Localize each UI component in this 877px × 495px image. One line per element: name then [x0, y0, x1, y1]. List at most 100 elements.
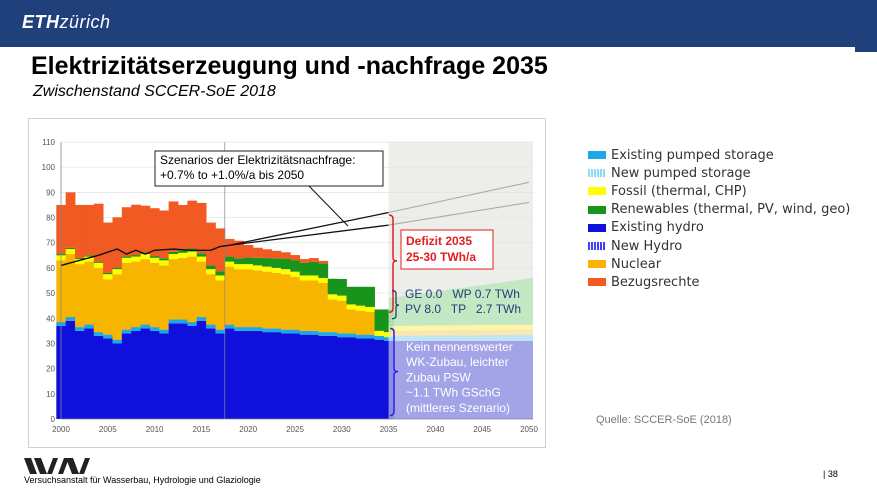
bar-segment-fossil-thermal-chp- — [131, 256, 141, 262]
bar-segment-existing-pumped-storage — [318, 332, 329, 336]
bar-segment-existing-hydro — [187, 325, 198, 419]
bar-segment-existing-pumped-storage — [374, 335, 385, 340]
bar-segment-renewables-thermal-pv-wind-geo- — [206, 265, 216, 270]
chart-areas — [56, 192, 394, 419]
bar-segment-renewables-thermal-pv-wind-geo- — [327, 278, 338, 295]
scenario-box-text: Szenarios der Elektrizitätsnachfrage: — [160, 153, 355, 167]
bar-segment-existing-hydro — [309, 334, 319, 419]
bar-segment-existing-hydro — [280, 333, 291, 419]
bar-segment-nuclear — [243, 269, 254, 328]
bar-segment-renewables-thermal-pv-wind-geo- — [224, 256, 235, 262]
legend-swatch — [588, 205, 606, 214]
legend-swatch — [588, 278, 606, 287]
bar-segment-fossil-thermal-chp- — [103, 274, 113, 280]
bar-segment-existing-pumped-storage — [112, 339, 123, 344]
bar-segment-renewables-thermal-pv-wind-geo- — [290, 260, 301, 272]
bar-segment-bezugsrechte — [65, 192, 76, 248]
bar-segment-bezugsrechte — [215, 228, 226, 272]
x-tick-label: 2010 — [146, 425, 164, 434]
bar-segment-renewables-thermal-pv-wind-geo- — [149, 256, 160, 258]
bar-segment-renewables-thermal-pv-wind-geo- — [168, 251, 179, 255]
bar-segment-fossil-thermal-chp- — [224, 261, 235, 267]
bar-segment-renewables-thermal-pv-wind-geo- — [93, 261, 104, 263]
bar-segment-bezugsrechte — [309, 258, 319, 262]
bar-segment-nuclear — [131, 261, 141, 328]
legend-item: Existing hydro — [588, 219, 850, 237]
bar-segment-renewables-thermal-pv-wind-geo- — [131, 255, 141, 257]
chart-future-bands — [388, 277, 533, 419]
renewables-text: GE 0.0 WP 0.7 TWh — [405, 287, 520, 301]
bar-segment-fossil-thermal-chp- — [75, 259, 85, 265]
scenario-box — [154, 150, 384, 187]
bar-segment-renewables-thermal-pv-wind-geo- — [159, 258, 170, 261]
bar-segment-nuclear — [159, 265, 170, 330]
legend-item: Renewables (thermal, PV, wind, geo) — [588, 201, 850, 219]
bar-segment-nuclear — [206, 274, 216, 325]
bar-segment-fossil-thermal-chp- — [178, 252, 188, 258]
bar-segment-existing-hydro — [93, 335, 104, 419]
bar-segment-existing-hydro — [224, 328, 235, 419]
y-tick-label: 90 — [46, 188, 55, 197]
bar-segment-existing-hydro — [290, 333, 301, 419]
bar-segment-existing-hydro — [140, 328, 151, 419]
legend-label: New Hydro — [611, 238, 683, 254]
bar-segment-fossil-thermal-chp- — [337, 295, 347, 301]
legend-label: Fossil (thermal, CHP) — [611, 183, 747, 199]
legend-swatch — [588, 187, 606, 196]
bar-segment-fossil-thermal-chp- — [346, 304, 357, 310]
chart-frame: 0 10 20 30 40 50 60 70 80 90 100 110 2000 2005 2010 201… — [28, 118, 546, 448]
bar-segment-nuclear — [187, 256, 198, 323]
bar-segment-fossil-thermal-chp- — [365, 306, 375, 312]
bar-segment-bezugsrechte — [75, 204, 85, 258]
bar-segment-existing-hydro — [327, 335, 338, 419]
bar-segment-nuclear — [252, 270, 263, 328]
bar-segment-bezugsrechte — [121, 207, 132, 257]
bar-segment-existing-pumped-storage — [140, 324, 151, 329]
bar-segment-bezugsrechte — [280, 252, 291, 259]
bar-segment-nuclear — [280, 274, 291, 330]
bar-segment-nuclear — [234, 269, 244, 328]
bar-segment-bezugsrechte — [224, 238, 235, 257]
bar-segment-bezugsrechte — [84, 204, 95, 256]
legend-item: New pumped storage — [588, 164, 850, 182]
legend-label: New pumped storage — [611, 165, 751, 181]
bar-segment-existing-pumped-storage — [187, 322, 198, 326]
bar-segment-bezugsrechte — [131, 204, 141, 256]
bar-segment-renewables-thermal-pv-wind-geo- — [121, 256, 132, 258]
bar-segment-existing-hydro — [234, 330, 244, 419]
bar-segment-nuclear — [365, 311, 375, 335]
bar-segment-bezugsrechte — [159, 210, 170, 259]
legend-label: Nuclear — [611, 256, 662, 272]
legend-item: New Hydro — [588, 237, 850, 255]
legend-swatch — [588, 169, 606, 178]
legend-label: Existing hydro — [611, 220, 704, 236]
bar-segment-nuclear — [355, 310, 366, 335]
chart-legend: Existing pumped storage New pumped storag… — [588, 146, 850, 292]
bar-segment-existing-pumped-storage — [290, 329, 301, 334]
bar-segment-existing-hydro — [178, 323, 188, 419]
bar-segment-bezugsrechte — [178, 204, 188, 251]
bar-segment-existing-pumped-storage — [280, 329, 291, 334]
x-tick-label: 2015 — [193, 425, 211, 434]
bar-segment-existing-hydro — [112, 343, 123, 419]
bar-segment-bezugsrechte — [290, 255, 301, 261]
vaw-logo — [24, 458, 90, 479]
hydro-bracket — [389, 327, 399, 417]
bar-segment-renewables-thermal-pv-wind-geo- — [140, 252, 151, 255]
bar-segment-existing-pumped-storage — [84, 324, 95, 329]
bar-segment-existing-pumped-storage — [159, 329, 170, 334]
bar-segment-existing-hydro — [374, 339, 385, 419]
bar-segment-renewables-thermal-pv-wind-geo- — [65, 247, 76, 250]
y-tick-label: 60 — [46, 264, 55, 273]
bar-segment-nuclear — [299, 280, 310, 331]
legend-item: Existing pumped storage — [588, 146, 850, 164]
bar-segment-renewables-thermal-pv-wind-geo- — [299, 262, 310, 276]
bar-segment-existing-hydro — [299, 334, 310, 419]
bar-segment-renewables-thermal-pv-wind-geo- — [84, 255, 95, 257]
bar-segment-existing-pumped-storage — [346, 333, 357, 338]
bar-segment-fossil-thermal-chp- — [112, 269, 123, 275]
page-subtitle: Zwischenstand SCCER-SoE 2018 — [33, 83, 276, 100]
bar-segment-existing-pumped-storage — [224, 324, 235, 329]
deficit-bracket — [388, 214, 398, 313]
